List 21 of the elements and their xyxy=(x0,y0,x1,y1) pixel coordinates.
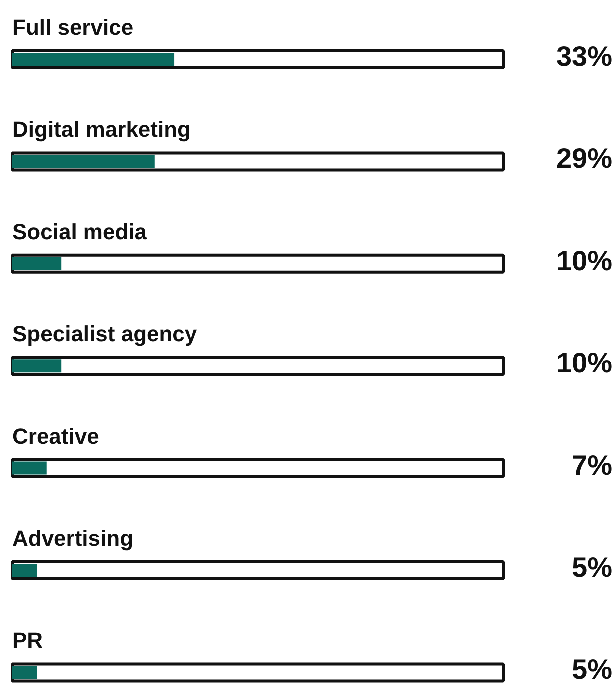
y-tick-label: Social media xyxy=(12,219,148,244)
y-tick-label: Creative xyxy=(12,424,100,449)
data-label: 10% xyxy=(556,348,613,379)
data-label: 7% xyxy=(572,450,613,481)
bar xyxy=(12,53,175,66)
y-tick-label: Digital marketing xyxy=(12,117,191,142)
y-tick-label: PR xyxy=(12,628,44,654)
bar xyxy=(12,462,47,475)
bar xyxy=(12,564,38,577)
data-label: 5% xyxy=(572,552,613,583)
data-label: 10% xyxy=(556,245,613,276)
data-label: 33% xyxy=(556,41,613,72)
bar xyxy=(12,257,62,270)
data-label: 5% xyxy=(572,654,613,685)
data-label: 29% xyxy=(556,143,613,174)
y-tick-label: Advertising xyxy=(12,526,134,551)
y-tick-label: Specialist agency xyxy=(12,322,198,347)
bar xyxy=(12,666,38,680)
bar xyxy=(12,155,155,168)
y-tick-label: Full service xyxy=(12,15,134,40)
bar xyxy=(12,360,62,373)
